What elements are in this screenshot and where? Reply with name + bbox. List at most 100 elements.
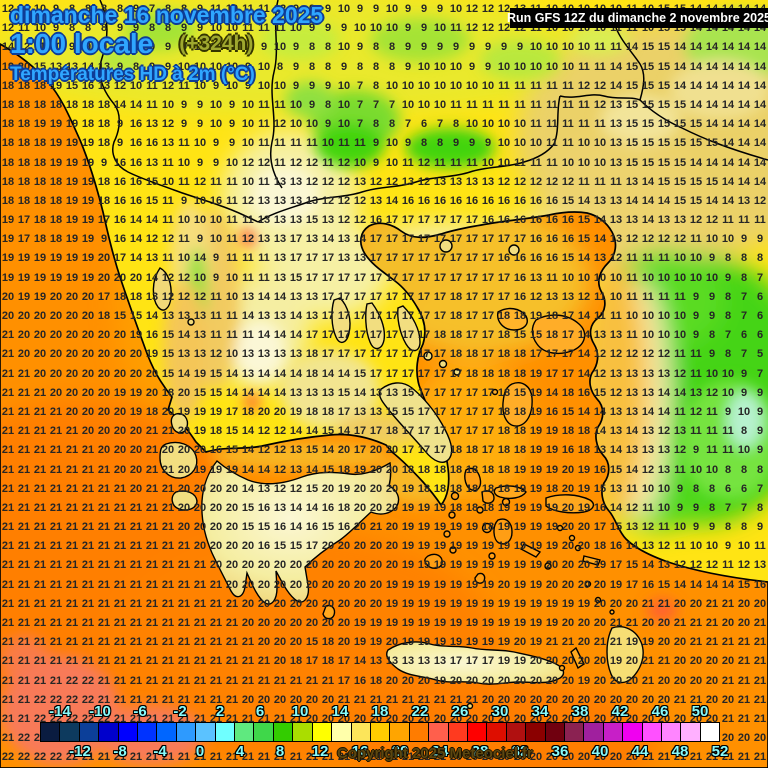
temperature-value: 10 <box>673 252 687 265</box>
temperature-value: 10 <box>657 329 671 342</box>
temperature-value: 18 <box>481 463 495 476</box>
temperature-value: 12 <box>497 22 511 35</box>
temperature-value: 16 <box>545 405 559 418</box>
temperature-value: 15 <box>657 578 671 591</box>
temperature-value: 17 <box>401 444 415 457</box>
temperature-value: 13 <box>593 252 607 265</box>
temperature-value: 15 <box>209 367 223 380</box>
temperature-value: 10 <box>689 463 703 476</box>
temperature-value: 21 <box>193 655 207 668</box>
temperature-value: 22 <box>33 693 47 706</box>
temperature-row: 21 21 21 21 21 21 21 21 21 21 21 21 21 21 20 20 20 20 20 20… <box>0 576 768 595</box>
temperature-value: 15 <box>161 367 175 380</box>
temperature-value: 11 <box>610 41 622 54</box>
temperature-row: 21 21 22 22 22 22 21 21 21 21 21 21 21 21 21 20 20 20 20 20… <box>0 691 768 710</box>
temperature-value: 12 <box>529 290 543 303</box>
temperature-value: 19 <box>545 521 559 534</box>
temperature-value: 19 <box>529 482 543 495</box>
temperature-value: 20 <box>481 751 495 764</box>
temperature-value: 21 <box>33 636 47 649</box>
temperature-value: 13 <box>689 386 703 399</box>
temperature-value: 14 <box>753 79 767 92</box>
temperature-value: 21 <box>1 444 15 457</box>
temperature-value: 14 <box>689 156 703 169</box>
temperature-value: 17 <box>337 329 351 342</box>
temperature-value: 20 <box>177 521 191 534</box>
temperature-value: 10 <box>225 22 239 35</box>
temperature-value: 15 <box>689 194 703 207</box>
temperature-value: 7 <box>740 290 748 303</box>
temperature-value: 9 <box>740 233 748 246</box>
temperature-value: 9 <box>100 156 108 169</box>
temperature-value: 21 <box>49 655 63 668</box>
temperature-value: 12 <box>577 79 591 92</box>
temperature-value: 20 <box>465 751 479 764</box>
temperature-value: 13 <box>657 463 671 476</box>
temperature-value: 15 <box>321 425 335 438</box>
temperature-value: 20 <box>225 521 239 534</box>
temperature-value: 20 <box>369 559 383 572</box>
temperature-value: 21 <box>113 521 127 534</box>
temperature-value: 21 <box>753 636 767 649</box>
temperature-value: 19 <box>513 540 527 553</box>
temperature-value: 21 <box>49 463 63 476</box>
temperature-value: 19 <box>529 463 543 476</box>
temperature-value: 21 <box>145 597 159 610</box>
kefalonia <box>159 441 198 479</box>
temperature-value: 10 <box>673 329 687 342</box>
temperature-value: 20 <box>369 712 383 725</box>
temperature-value: 13 <box>673 214 687 227</box>
temperature-value: 21 <box>177 617 191 629</box>
temperature-value: 14 <box>737 98 751 111</box>
temperature-value: 9 <box>292 3 300 15</box>
temperature-value: 16 <box>529 194 543 207</box>
temperature-value: 11 <box>674 463 686 476</box>
temperature-value: 11 <box>258 22 270 35</box>
temperature-value: 9 <box>484 41 492 54</box>
temperature-value: 20 <box>561 693 575 706</box>
temperature-value: 13 <box>177 348 191 361</box>
temperature-value: 17 <box>337 271 351 284</box>
temperature-value: 21 <box>721 597 735 610</box>
temperature-value: 20 <box>81 405 95 418</box>
temperature-value: 11 <box>338 137 350 150</box>
temperature-value: 15 <box>337 386 351 399</box>
temperature-value: 20 <box>49 329 63 342</box>
temperature-value: 18 <box>289 655 303 668</box>
temperature-value: 13 <box>641 367 655 380</box>
temperature-value: 20 <box>561 674 575 687</box>
euboea <box>378 382 453 463</box>
temperature-value: 15 <box>609 463 623 476</box>
temperature-value: 14 <box>289 521 303 534</box>
temperature-value: 18 <box>209 425 223 438</box>
temperature-value: 12 <box>337 175 351 188</box>
temperature-value: 11 <box>706 444 718 457</box>
temperature-value: 12 <box>257 156 271 169</box>
temperature-value: 21 <box>161 559 175 572</box>
temperature-value: 20 <box>449 712 463 725</box>
temperature-value: 19 <box>513 463 527 476</box>
temperature-value: 21 <box>305 674 319 687</box>
temperature-value: 14 <box>689 60 703 73</box>
temperature-value: 19 <box>193 425 207 438</box>
temperature-value: 11 <box>610 22 622 35</box>
temperature-value: 21 <box>273 674 287 687</box>
temperature-value: 20 <box>513 751 527 764</box>
colorbar-cell <box>195 723 215 741</box>
temperature-value: 14 <box>705 41 719 54</box>
temperature-value: 18 <box>1 175 15 188</box>
temperature-value: 20 <box>561 559 575 572</box>
temperature-value: 9 <box>692 290 700 303</box>
temperature-value: 12 <box>609 386 623 399</box>
temperature-value: 17 <box>337 348 351 361</box>
temperature-value: 12 <box>465 3 479 15</box>
temperature-value: 9 <box>212 156 220 169</box>
temperature-row: 21 21 21 20 20 20 20 19 19 20 18 20 15 15 14 14 14 14 13 13… <box>0 384 768 403</box>
temperature-value: 11 <box>530 156 542 169</box>
temperature-value: 21 <box>129 597 143 610</box>
temperature-value: 11 <box>722 444 734 457</box>
temperature-value: 17 <box>449 655 463 668</box>
temperature-value: 21 <box>145 559 159 572</box>
temperature-value: 10 <box>433 22 447 35</box>
temperature-value: 18 <box>97 194 111 207</box>
